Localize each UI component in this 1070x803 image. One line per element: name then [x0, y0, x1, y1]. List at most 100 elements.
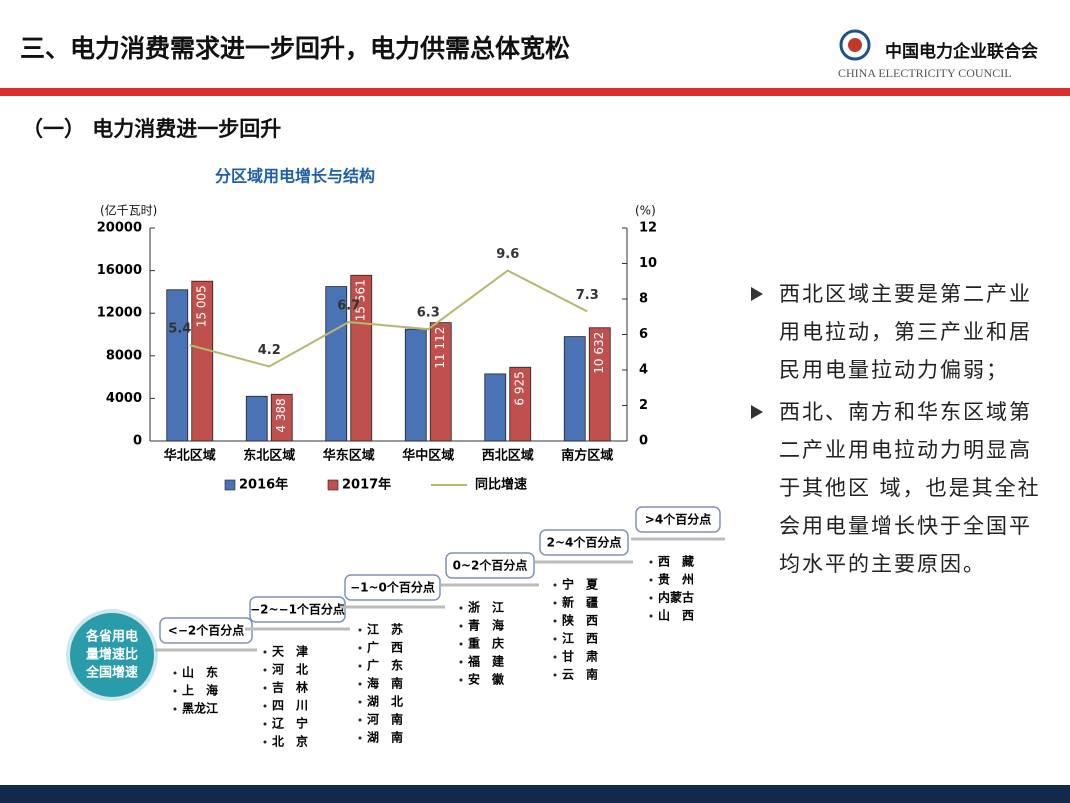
item-dot: [263, 704, 267, 708]
y2-tick-label: 8: [639, 292, 648, 307]
y2-tick-label: 2: [639, 398, 648, 413]
bar-value-label: 15 561: [354, 279, 368, 321]
step-item: 湖 北: [367, 694, 403, 709]
item-dot: [263, 650, 267, 654]
bar-value-label: 11 112: [433, 327, 447, 369]
step-item: 宁 夏: [562, 577, 599, 592]
step-label: >4个百分点: [645, 512, 711, 527]
item-dot: [459, 678, 463, 682]
bar: [509, 366, 532, 442]
x-tick-label: 西北区域: [482, 448, 534, 464]
bar: [350, 274, 373, 442]
growth-line: [189, 269, 588, 368]
step-item: 河 南: [366, 712, 403, 727]
step-item: 贵 州: [658, 572, 694, 587]
item-dot: [263, 740, 267, 744]
bar: [191, 280, 214, 442]
center-label: 各省用电: [85, 629, 138, 645]
bar: [563, 336, 586, 442]
bar: [166, 289, 189, 442]
step-item: 广 西: [367, 640, 403, 655]
step-item: 黑龙江: [182, 701, 218, 716]
center-circle: [66, 609, 158, 701]
item-dot: [459, 624, 463, 628]
footer-bar: [0, 785, 1070, 803]
step-item: 江 苏: [367, 622, 403, 637]
step-box: [249, 596, 346, 623]
step-item: 陕 西: [562, 613, 598, 628]
y-axis-label: (亿千瓦时): [100, 203, 157, 218]
step-box: [344, 574, 441, 601]
bar: [404, 328, 427, 442]
step-item: 重 庆: [468, 636, 504, 651]
bar: [245, 395, 268, 442]
item-dot: [649, 560, 653, 564]
line-label: 5.4: [168, 322, 191, 337]
step-item: 内蒙古: [658, 590, 694, 605]
legend-label: 2017年: [342, 477, 391, 493]
step-item: 北 京: [272, 734, 308, 749]
section-title: （一） 电力消费进一步回升: [22, 117, 281, 141]
bullet: 西北区域主要是第二产业用电拉动，第三产业和居民用电量拉动力偏弱；: [745, 275, 1050, 389]
y2-axis-label: (%): [635, 204, 656, 218]
step-item: 西 藏: [658, 554, 694, 569]
y-tick-label: 8000: [106, 348, 142, 363]
line-label: 4.2: [258, 343, 281, 358]
item-dot: [358, 736, 362, 740]
logo-icon: [839, 29, 871, 61]
item-dot: [553, 583, 557, 587]
step-label: −2~−1个百分点: [250, 602, 345, 617]
bar: [429, 322, 452, 442]
bullet: 西北、南方和华东区域第二产业用电拉动力明显高于其他区 域，也是其全社会用电量增长…: [745, 393, 1050, 583]
step-item: 辽 宁: [272, 716, 308, 731]
step-item: 云 南: [562, 667, 598, 682]
x-tick-label: 东北区域: [243, 448, 295, 464]
step-item: 青 海: [468, 618, 504, 633]
bar: [270, 393, 293, 442]
line-label: 9.6: [496, 247, 519, 262]
y2-tick-label: 6: [639, 327, 648, 342]
step-item: 天 津: [272, 644, 308, 659]
bar: [588, 327, 611, 442]
step-item: 福 建: [467, 654, 505, 669]
step-item: 新 疆: [562, 595, 598, 610]
legend-swatch: [224, 479, 236, 491]
step-item: 上 海: [182, 683, 218, 698]
item-dot: [459, 642, 463, 646]
item-dot: [173, 707, 177, 711]
y2-tick-label: 10: [639, 256, 657, 271]
line-label: 7.3: [576, 288, 599, 303]
item-dot: [649, 614, 653, 618]
item-dot: [358, 700, 362, 704]
y-tick-label: 16000: [97, 263, 142, 278]
item-dot: [358, 646, 362, 650]
y2-tick-label: 12: [639, 221, 657, 236]
step-label: 2~4个百分点: [547, 535, 622, 550]
step-item: 吉 林: [272, 680, 308, 695]
org-name: 中国电力企业联合会: [885, 41, 1038, 62]
bar: [484, 373, 507, 442]
legend-swatch: [327, 479, 339, 491]
item-dot: [358, 664, 362, 668]
line-label: 6.3: [417, 306, 440, 321]
logo-icon-core: [848, 38, 862, 52]
step-item: 甘 肃: [562, 649, 598, 664]
item-dot: [553, 655, 557, 659]
y-tick-label: 20000: [97, 221, 142, 236]
y2-tick-label: 0: [639, 434, 648, 449]
item-dot: [263, 722, 267, 726]
step-item: 广 东: [367, 658, 403, 673]
item-dot: [553, 601, 557, 605]
step-box: [539, 529, 629, 556]
y-tick-label: 4000: [106, 391, 142, 406]
bar-value-label: 6 925: [513, 371, 527, 405]
step-label: −1~0个百分点: [350, 580, 435, 595]
step-item: 河 北: [271, 662, 308, 677]
bar-value-label: 10 632: [592, 332, 606, 374]
step-box: [445, 552, 535, 579]
item-dot: [358, 682, 362, 686]
step-item: 湖 南: [367, 730, 403, 745]
item-dot: [173, 689, 177, 693]
